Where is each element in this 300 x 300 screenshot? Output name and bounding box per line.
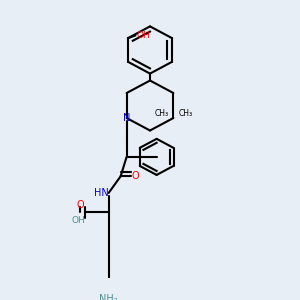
Text: N: N (123, 113, 130, 123)
Text: O: O (76, 200, 84, 211)
Text: HN: HN (94, 188, 109, 198)
Text: OH: OH (72, 216, 86, 225)
Text: O: O (132, 171, 140, 181)
Text: NH₂: NH₂ (99, 293, 118, 300)
Text: CH₃: CH₃ (154, 109, 168, 118)
Text: OH: OH (136, 31, 150, 40)
Text: CH₃: CH₃ (178, 109, 192, 118)
